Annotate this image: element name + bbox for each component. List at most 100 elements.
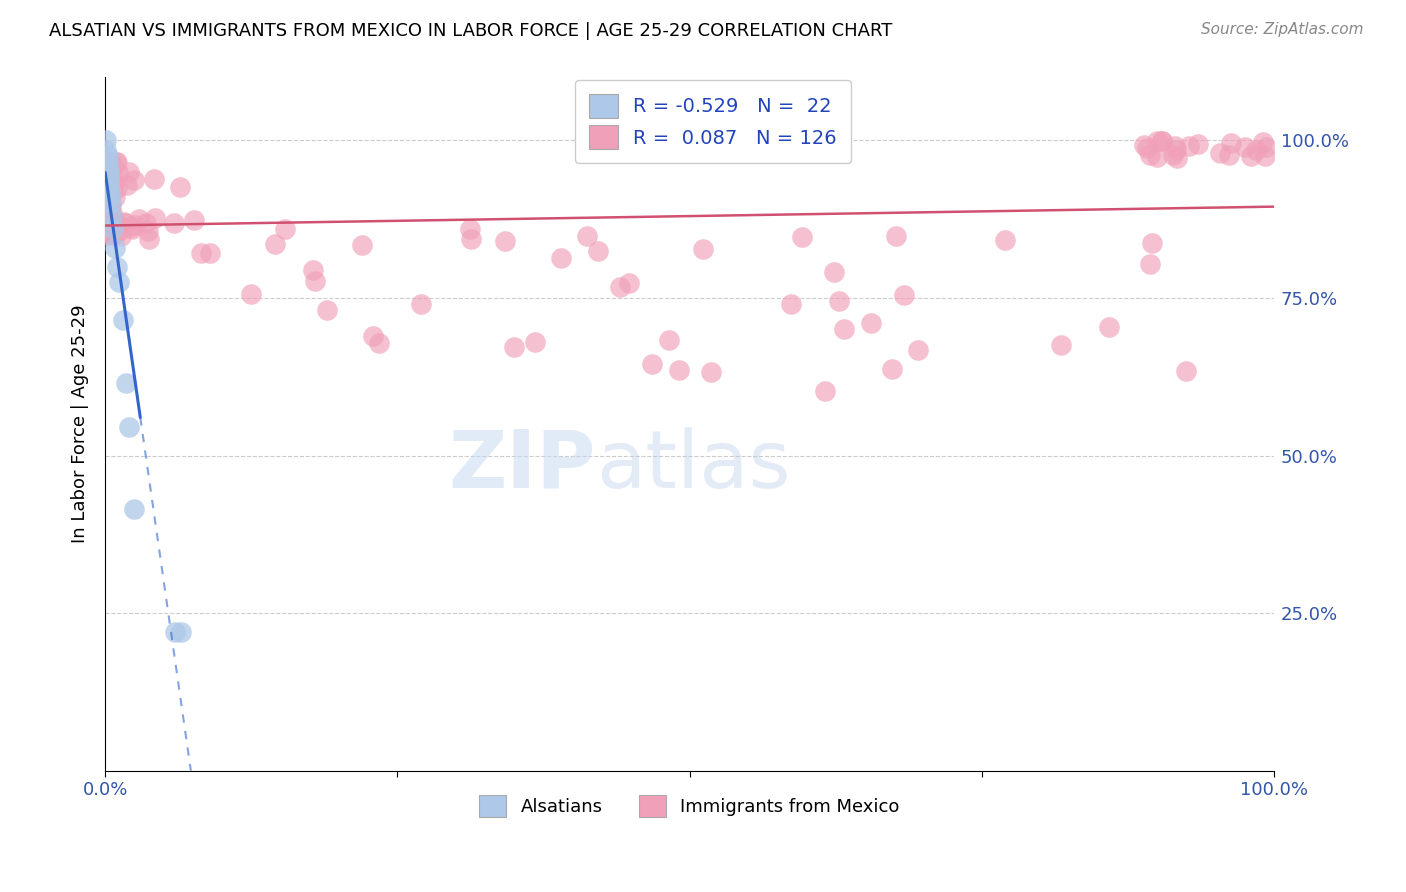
Point: [97, 165, 120, 179]
Point: [96, 226, 118, 240]
Point: [884, 229, 907, 244]
Point: [368, 336, 391, 351]
Point: [96, 216, 118, 230]
Point: [103, 241, 125, 255]
Point: [101, 172, 124, 186]
Point: [100, 198, 122, 212]
Text: ZIP: ZIP: [449, 426, 596, 505]
Point: [1098, 319, 1121, 334]
Point: [907, 343, 929, 357]
Text: ALSATIAN VS IMMIGRANTS FROM MEXICO IN LABOR FORCE | AGE 25-29 CORRELATION CHART: ALSATIAN VS IMMIGRANTS FROM MEXICO IN LA…: [49, 22, 893, 40]
Point: [1136, 141, 1159, 155]
Point: [118, 165, 141, 179]
Point: [143, 172, 166, 186]
Point: [1220, 136, 1243, 150]
Point: [1187, 137, 1209, 152]
Point: [114, 216, 136, 230]
Point: [1139, 257, 1161, 271]
Point: [169, 179, 191, 194]
Point: [1146, 134, 1168, 148]
Point: [101, 206, 124, 220]
Point: [138, 224, 160, 238]
Point: [1166, 151, 1188, 165]
Point: [124, 502, 146, 516]
Point: [1234, 140, 1257, 154]
Legend: Alsatians, Immigrants from Mexico: Alsatians, Immigrants from Mexico: [472, 788, 907, 824]
Point: [893, 287, 915, 301]
Point: [165, 625, 187, 640]
Point: [586, 244, 609, 258]
Point: [100, 222, 122, 236]
Point: [658, 333, 681, 347]
Point: [641, 357, 664, 371]
Point: [1139, 148, 1161, 162]
Point: [104, 155, 127, 169]
Point: [108, 219, 131, 233]
Point: [103, 189, 125, 203]
Point: [458, 222, 481, 236]
Point: [97, 194, 120, 208]
Point: [96, 133, 118, 147]
Point: [111, 313, 134, 327]
Point: [98, 184, 121, 198]
Point: [240, 287, 263, 301]
Point: [96, 160, 118, 174]
Point: [97, 171, 120, 186]
Point: [96, 143, 118, 157]
Point: [302, 263, 325, 277]
Point: [315, 303, 337, 318]
Text: atlas: atlas: [596, 426, 790, 505]
Point: [97, 155, 120, 169]
Point: [108, 275, 131, 289]
Point: [96, 155, 118, 169]
Point: [120, 219, 142, 234]
Point: [273, 222, 295, 236]
Point: [1166, 144, 1188, 158]
Point: [692, 242, 714, 256]
Point: [97, 162, 120, 177]
Point: [523, 335, 546, 350]
Point: [1254, 149, 1277, 163]
Point: [1050, 338, 1073, 352]
Point: [494, 234, 516, 248]
Text: Source: ZipAtlas.com: Source: ZipAtlas.com: [1201, 22, 1364, 37]
Y-axis label: In Labor Force | Age 25-29: In Labor Force | Age 25-29: [72, 305, 89, 543]
Point: [814, 384, 837, 398]
Point: [112, 215, 135, 229]
Point: [96, 228, 118, 243]
Point: [1218, 147, 1240, 161]
Point: [170, 625, 193, 640]
Point: [98, 197, 121, 211]
Point: [138, 231, 160, 245]
Point: [350, 238, 373, 252]
Point: [361, 329, 384, 343]
Point: [97, 178, 120, 192]
Point: [576, 228, 599, 243]
Point: [101, 179, 124, 194]
Point: [105, 260, 128, 274]
Point: [135, 216, 157, 230]
Point: [460, 232, 482, 246]
Point: [107, 165, 129, 179]
Point: [832, 322, 855, 336]
Point: [97, 153, 120, 168]
Point: [96, 149, 118, 163]
Point: [550, 251, 572, 265]
Point: [1177, 139, 1199, 153]
Point: [1244, 143, 1267, 157]
Point: [1152, 134, 1174, 148]
Point: [97, 176, 120, 190]
Point: [98, 224, 121, 238]
Point: [304, 275, 326, 289]
Point: [859, 316, 882, 330]
Point: [97, 204, 120, 219]
Point: [1146, 150, 1168, 164]
Point: [668, 363, 690, 377]
Point: [98, 215, 121, 229]
Point: [1175, 364, 1198, 378]
Point: [97, 186, 120, 200]
Point: [98, 223, 121, 237]
Point: [97, 219, 120, 234]
Point: [823, 265, 845, 279]
Point: [790, 229, 813, 244]
